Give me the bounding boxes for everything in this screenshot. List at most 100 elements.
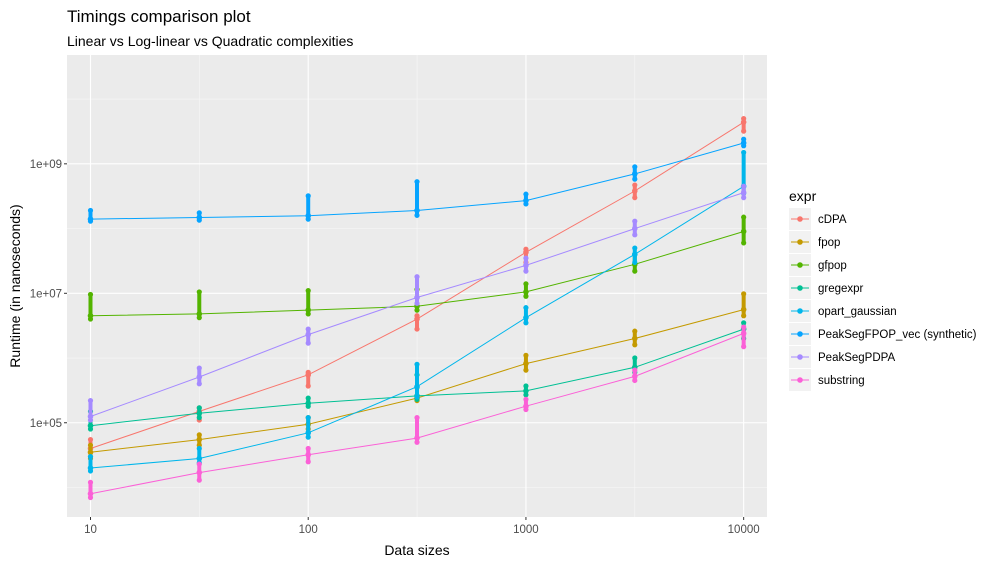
data-point: [523, 388, 529, 394]
legend-label: PeakSegFPOP_vec (synthetic): [818, 329, 977, 341]
timing-point: [87, 291, 94, 298]
legend-label: PeakSegPDPA: [818, 352, 895, 364]
legend-key-point: [797, 285, 803, 291]
timing-point: [305, 193, 311, 199]
data-point: [196, 455, 203, 462]
series-opart-gaussian: [87, 149, 747, 474]
data-point: [523, 197, 529, 204]
timing-point: [632, 355, 638, 361]
data-point: [87, 216, 94, 222]
timing-point: [632, 367, 638, 373]
timing-point: [741, 214, 747, 220]
timing-point: [305, 340, 311, 346]
data-point: [631, 251, 638, 258]
timing-point: [741, 195, 747, 201]
data-point: [523, 289, 529, 295]
chart-subtitle: Linear vs Log-linear vs Quadratic comple…: [67, 33, 353, 49]
data-point: [631, 225, 638, 232]
y-tick-label: 1e+09: [30, 159, 62, 171]
x-tick-label: 1000: [513, 524, 539, 536]
data-point: [305, 429, 312, 436]
timing-point: [632, 268, 638, 274]
axis-ticks: 10 100 1000 10000 1e+05 1e+07 1e+09: [30, 159, 760, 536]
legend-key-point: [797, 354, 803, 360]
legend-key-point: [797, 239, 803, 245]
chart-title: Timings comparison plot: [67, 7, 251, 26]
x-tick-label: 10: [84, 524, 97, 536]
timing-point: [523, 305, 529, 311]
legend-label: substring: [818, 375, 865, 387]
data-point: [196, 469, 203, 476]
data-point: [87, 422, 94, 429]
data-point: [631, 335, 638, 342]
series-layer: [87, 115, 747, 501]
legend-title: expr: [789, 188, 817, 204]
timing-point: [741, 324, 747, 330]
data-point: [87, 490, 94, 497]
legend-item: PeakSegFPOP_vec (synthetic): [789, 323, 977, 345]
data-point: [87, 449, 94, 456]
timing-point: [305, 459, 311, 465]
timing-point: [196, 477, 202, 483]
timing-point: [523, 268, 529, 274]
data-point: [305, 451, 312, 458]
data-point: [740, 228, 747, 235]
timing-point: [632, 377, 638, 384]
data-point: [631, 373, 638, 380]
legend-item: fpop: [789, 231, 840, 253]
y-tick-label: 1e+07: [30, 288, 62, 300]
legend-label: cDPA: [818, 214, 847, 226]
timing-point: [196, 445, 202, 452]
legend-label: gfpop: [818, 260, 847, 272]
data-point: [87, 413, 94, 420]
timing-point: [87, 436, 94, 443]
data-point: [196, 436, 203, 443]
data-point: [740, 330, 747, 337]
timing-point: [196, 289, 202, 295]
timing-point: [632, 182, 638, 188]
legend-item: PeakSegPDPA: [789, 346, 895, 368]
x-tick-label: 100: [299, 524, 318, 536]
timing-point: [741, 128, 747, 134]
timing-point: [523, 293, 529, 299]
timing-point: [523, 352, 529, 358]
series-peaksegpdpa: [87, 183, 747, 423]
legend-item: substring: [789, 369, 865, 391]
timing-point: [523, 392, 529, 398]
timing-point: [632, 195, 638, 201]
timing-point: [196, 381, 202, 387]
legend-key-point: [797, 308, 803, 314]
timing-point: [741, 291, 747, 297]
timing-point: [305, 383, 311, 389]
timing-point: [523, 191, 529, 197]
timing-point: [87, 454, 94, 460]
data-point: [196, 410, 203, 417]
timing-point: [414, 300, 420, 306]
timing-point: [305, 288, 311, 294]
timing-point: [523, 320, 529, 326]
data-point: [196, 214, 203, 221]
timing-point: [414, 326, 420, 332]
data-point: [523, 403, 529, 410]
timing-point: [196, 210, 202, 216]
data-point: [305, 212, 312, 219]
legend-label: fpop: [818, 237, 840, 249]
timing-point: [741, 320, 747, 326]
timing-point: [414, 307, 420, 313]
timing-point: [632, 328, 638, 334]
timing-point: [741, 149, 747, 156]
timing-point: [87, 442, 94, 448]
legend-key-point: [797, 331, 803, 337]
timing-point: [414, 415, 420, 421]
data-point: [414, 435, 420, 441]
x-axis-title: Data sizes: [384, 542, 449, 558]
timing-point: [632, 342, 638, 348]
data-point: [523, 262, 529, 269]
timing-point: [632, 232, 638, 238]
data-point: [414, 207, 420, 214]
legend-key-point: [797, 262, 803, 268]
data-point: [414, 294, 420, 301]
series-substring: [87, 324, 747, 501]
data-point: [305, 307, 312, 313]
